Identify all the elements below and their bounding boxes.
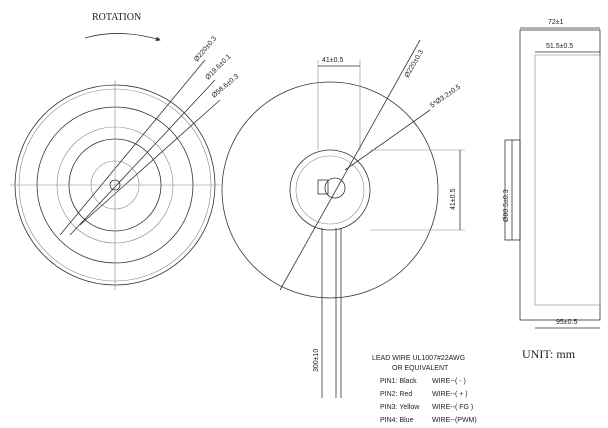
note-title: LEAD WIRE UL1007#22AWG <box>372 355 465 362</box>
dim-label: Ø58.6±0.3 <box>211 73 241 99</box>
pin-label: PIN4: Blue <box>380 417 414 424</box>
dim-label: 72±1 <box>548 19 564 26</box>
drawing: ROTATION Ø220±0.3 Ø19.6±0.1 Ø58.6±0.3 41… <box>0 0 608 428</box>
left-view: ROTATION Ø220±0.3 Ø19.6±0.1 Ø58.6±0.3 <box>10 12 240 290</box>
wire-label: WIRE--( - ) <box>432 378 466 385</box>
dim-label: Ø80.5±0.3 <box>503 189 510 222</box>
dim-label: 51.5±0.5 <box>546 43 573 50</box>
side-view: 72±1 51.5±0.5 Ø80.5±0.3 95±0.5 <box>503 19 600 328</box>
dim-label: 300±10 <box>313 349 320 372</box>
wire-label: WIRE--(PWM) <box>432 417 477 424</box>
dim-label: Ø220±0.3 <box>193 35 218 63</box>
wire-label: WIRE--( + ) <box>432 391 468 398</box>
pin-label: PIN3: Yellow <box>380 404 420 411</box>
dim-label: 95±0.5 <box>556 319 577 326</box>
rotation-label: ROTATION <box>92 12 141 23</box>
note-subtitle: OR EQUIVALENT <box>392 365 449 372</box>
unit-label: UNIT: mm <box>522 347 576 361</box>
dim-label: Ø19.6±0.1 <box>204 53 232 81</box>
dim-label: 5*Ø3.2±0.5 <box>429 84 462 110</box>
pin-label: PIN1: Black <box>380 378 417 385</box>
dim-label: 41±0.5 <box>450 189 457 210</box>
pin-label: PIN2: Red <box>380 391 412 398</box>
dim-label: 41±0.5 <box>322 57 343 64</box>
wire-label: WIRE--( FG ) <box>432 404 473 411</box>
lead-wire-notes: LEAD WIRE UL1007#22AWG OR EQUIVALENT PIN… <box>372 355 477 424</box>
front-view: 41±0.5 Ø220±0.3 5*Ø3.2±0.5 41±0.5 300±10 <box>222 40 465 398</box>
